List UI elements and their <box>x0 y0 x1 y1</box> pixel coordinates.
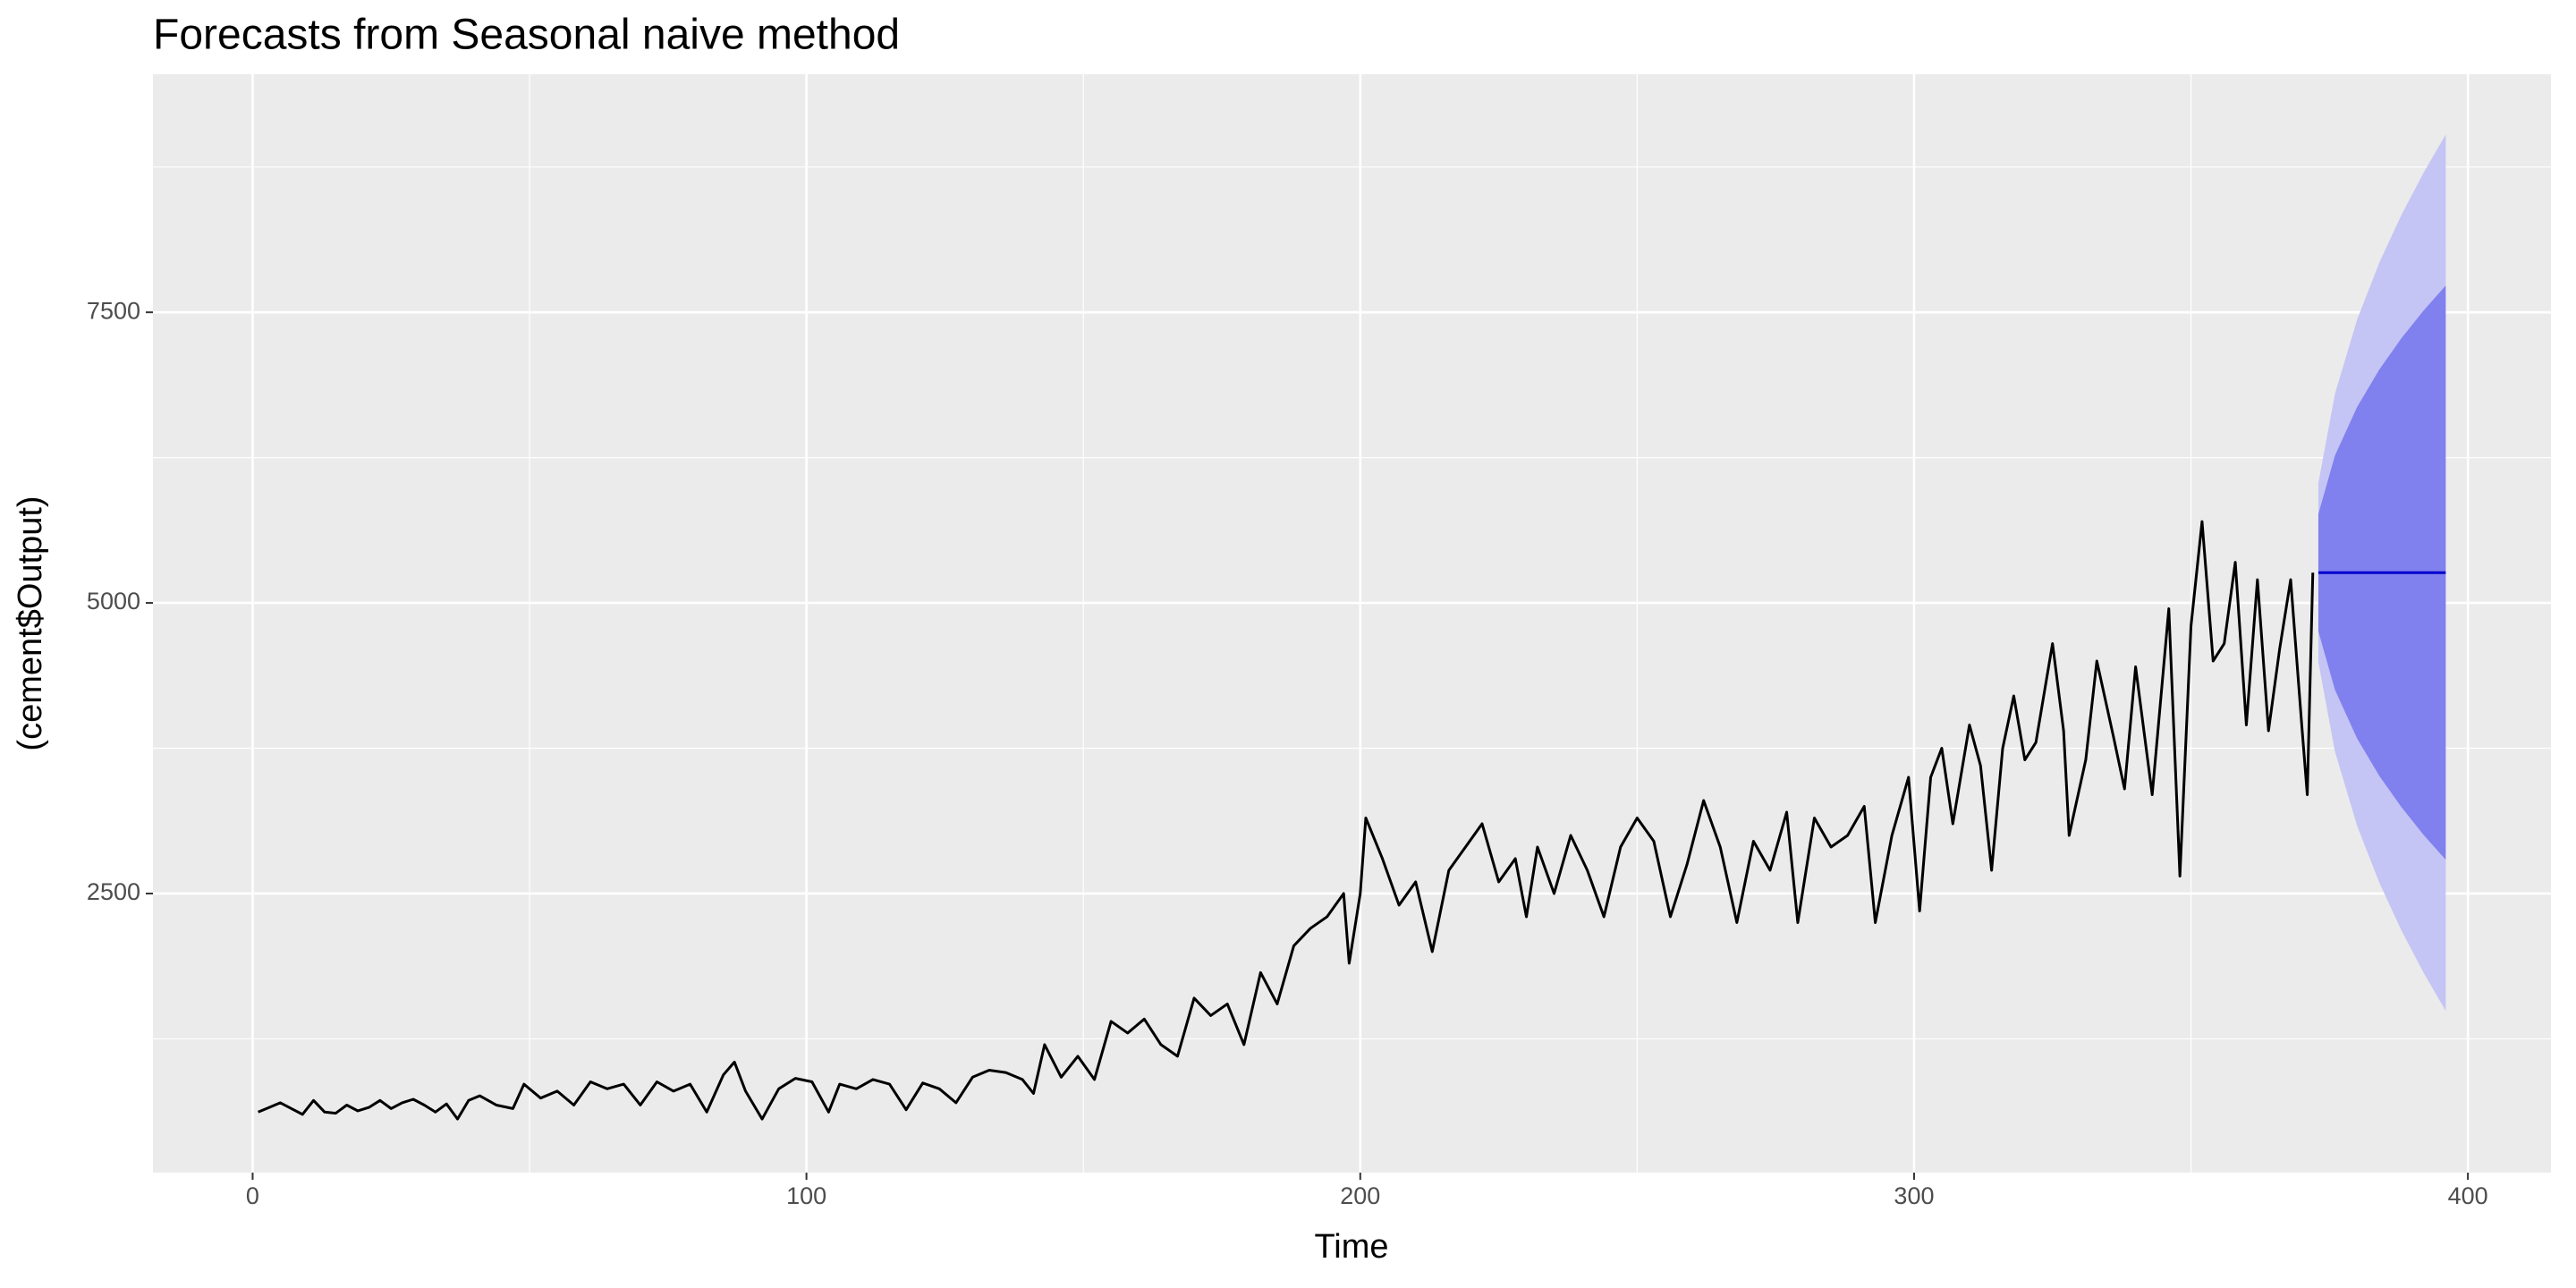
x-axis-title: Time <box>1314 1228 1388 1266</box>
x-tick-label: 300 <box>1894 1182 1934 1209</box>
x-tick-label: 400 <box>2448 1182 2488 1209</box>
y-axis-title: (cement$Output) <box>12 496 49 750</box>
chart-title: Forecasts from Seasonal naive method <box>153 12 900 59</box>
data-line <box>258 520 2315 1121</box>
x-tick-label: 100 <box>786 1182 826 1209</box>
y-tick-label: 7500 <box>87 297 140 324</box>
y-tick-label: 2500 <box>87 878 140 905</box>
plot-panel <box>153 74 2551 1173</box>
x-tick-label: 200 <box>1340 1182 1380 1209</box>
x-tick-label: 0 <box>246 1182 259 1209</box>
y-tick-label: 5000 <box>87 588 140 614</box>
